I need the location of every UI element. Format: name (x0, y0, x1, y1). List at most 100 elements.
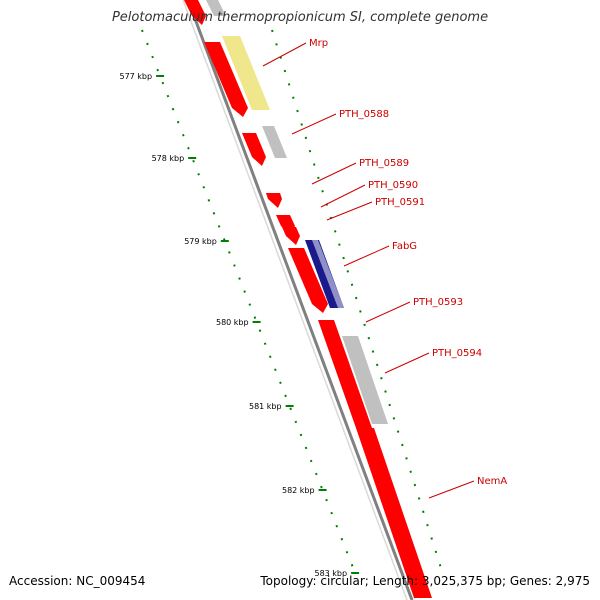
gene-label-text: PTH_0589 (359, 158, 409, 169)
tick-dot (166, 94, 170, 98)
tick-dot (248, 303, 252, 306)
gene-block-mrp-yellow (222, 36, 270, 110)
tick-dot (268, 355, 272, 359)
tick-dot (202, 186, 206, 189)
tick-dot (409, 470, 412, 474)
tick-dot (375, 363, 379, 367)
tick-dot (380, 376, 383, 380)
tick-dot (263, 342, 267, 345)
tick-dot (314, 472, 318, 476)
tick-dot (279, 381, 282, 385)
gene-leader-line (326, 201, 373, 221)
gene-block-nema-red (356, 428, 432, 598)
tick-dot (342, 256, 345, 260)
backbone-line-outer (186, 0, 414, 600)
tick-dot (371, 350, 375, 353)
tick-dot (187, 146, 190, 150)
accession-text: Accession: NC_009454 (9, 574, 146, 588)
gene-block-mrp-red (204, 42, 248, 117)
tick-dot (335, 524, 339, 528)
topology-summary-text: Topology: circular; Length: 3,025,375 bp… (260, 574, 590, 588)
tick-dot (359, 310, 362, 313)
tick-label-text: 581 kbp (249, 402, 282, 411)
tick-dot (171, 107, 175, 111)
gene-block-pth0593-red (318, 320, 372, 428)
tick-dot (417, 497, 421, 500)
tick-dot (354, 296, 358, 300)
tick-dot (217, 225, 221, 228)
tick-dot (430, 537, 433, 540)
tick-dot (350, 283, 354, 287)
gene-block-pth0594-grey (342, 336, 388, 424)
tick-dot (146, 42, 149, 46)
tick-dot (275, 43, 278, 46)
tick-dot (192, 159, 195, 163)
tick-dot (363, 323, 366, 327)
gene-leader-line (262, 42, 307, 67)
gene-label-text: NemA (477, 476, 507, 487)
gene-label-text: PTH_0588 (339, 109, 389, 120)
gene-leader-line (365, 301, 411, 323)
tick-dot (228, 251, 231, 254)
tick-dot (156, 68, 160, 72)
gene-block-pth0591-red (282, 227, 300, 245)
feature-blocks (184, 0, 432, 598)
map-title: Pelotomaculum thermopropionicum SI, comp… (111, 10, 489, 25)
tick-dot (345, 550, 349, 554)
tick-dot (401, 443, 404, 447)
tick-dot (287, 83, 291, 86)
gene-leader-line (311, 162, 357, 185)
gene-block-fabg-blue-highlight (312, 240, 344, 308)
backbone-line-inner (182, 0, 408, 600)
tick-labels: 577 kbp 578 kbp 579 kbp 580 kbp 581 kbp 582 k… (119, 72, 360, 578)
gene-block-pth0588-red (242, 133, 266, 166)
tick-dot (300, 123, 303, 126)
tick-dot (284, 394, 287, 398)
tick-label-text: 577 kbp (119, 72, 152, 81)
gene-block-pth0589-red (266, 193, 282, 208)
tick-dot (271, 29, 274, 33)
tick-label-text: 583 kbp (314, 569, 347, 578)
gene-label-text: FabG (392, 241, 417, 252)
gene-label-text: PTH_0590 (368, 180, 418, 191)
gene-labels: Mrp PTH_0588 PTH_0589 PTH_0590 PTH_0591 FabG P… (262, 38, 507, 499)
gene-label-text: PTH_0594 (432, 348, 482, 359)
tick-dot (388, 403, 391, 407)
tick-dot (304, 136, 308, 140)
gene-label-text: PTH_0591 (375, 197, 425, 208)
gene-leader-line (320, 184, 366, 208)
genome-backbone (182, 0, 414, 600)
tick-dot (299, 433, 303, 437)
tick-dot (294, 420, 298, 424)
tick-dot (405, 457, 408, 460)
tick-dot (396, 430, 400, 433)
tick-dot (176, 120, 180, 124)
gene-label-text: Mrp (309, 38, 328, 49)
tick-dot (312, 163, 316, 166)
tick-dot (253, 316, 257, 319)
tick-dot (338, 243, 341, 246)
tick-dot (367, 336, 371, 340)
tick-dot (330, 511, 333, 515)
tick-dot (422, 510, 425, 514)
tick-dot (438, 563, 442, 567)
tick-dot (309, 459, 313, 463)
tick-dot (151, 55, 154, 59)
tick-dot (321, 189, 324, 193)
gene-block-fabg-red (288, 248, 328, 313)
gene-block-partial-top-grey (206, 0, 226, 16)
gene-leader-line (384, 352, 430, 374)
tick-dot (289, 407, 293, 411)
tick-dot (333, 230, 337, 233)
gene-leader-line (428, 480, 475, 499)
tick-label-text: 578 kbp (152, 154, 185, 163)
tick-dot (413, 483, 417, 487)
gene-block-pth0588-grey (262, 126, 287, 158)
tick-dot (325, 498, 328, 502)
tick-dot (258, 329, 262, 332)
tick-dot (238, 277, 241, 280)
tick-dot (340, 537, 344, 541)
tick-dot (207, 199, 211, 202)
tick-label-text: 579 kbp (184, 237, 217, 246)
